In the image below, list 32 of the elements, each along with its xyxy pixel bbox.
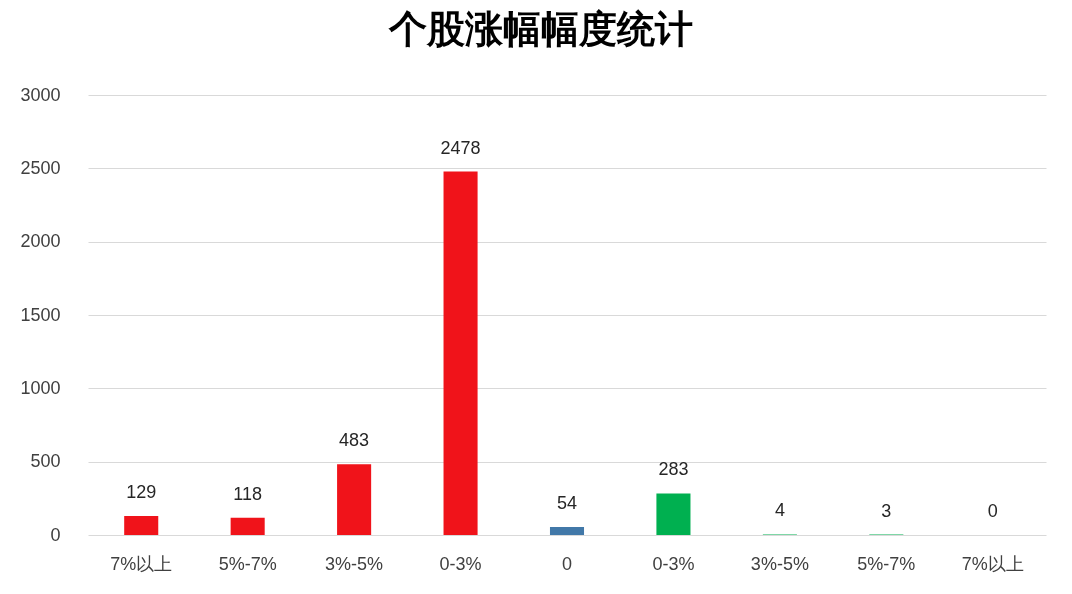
x-tick-label: 5%-7% [218,553,277,574]
data-label: 3 [881,500,892,521]
y-tick-label: 2500 [20,157,61,178]
data-label: 54 [556,493,578,514]
data-label: 4 [774,500,785,521]
x-tick-label: 5%-7% [857,553,916,574]
bar [549,527,585,535]
bar [337,464,372,535]
data-label: 483 [339,430,370,451]
y-tick-label: 1500 [20,304,61,325]
bar [656,493,691,535]
x-tick-label: 0-3% [439,553,482,574]
bar [230,517,265,535]
data-label: 0 [987,501,998,521]
y-tick-label: 2000 [20,231,61,252]
data-label: 129 [126,482,157,503]
x-tick-label: 7%以上 [110,553,173,574]
x-tick-label: 3%-5% [325,553,384,574]
y-tick-label: 500 [30,451,61,472]
y-tick-label: 3000 [20,84,61,105]
y-tick-label: 0 [50,524,61,545]
x-tick-label: 0-3% [652,553,695,574]
data-label: 2478 [440,137,481,158]
y-tick-label: 1000 [20,377,61,398]
x-tick-label: 7%以上 [961,553,1024,574]
x-tick-label: 0 [561,553,573,574]
bar [443,171,478,535]
bar [124,516,159,535]
data-label: 118 [233,483,263,504]
data-label: 283 [658,459,689,480]
x-tick-label: 3%-5% [750,553,809,574]
chart-title: 个股涨幅幅度统计 [388,8,693,50]
